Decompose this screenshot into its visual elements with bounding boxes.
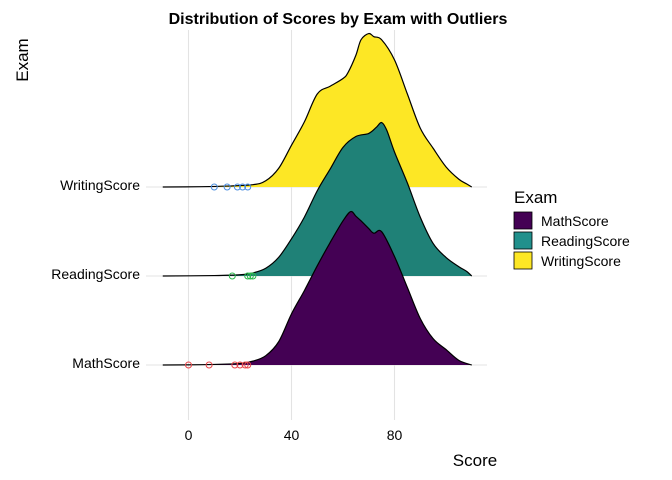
outlier-point (228, 272, 236, 280)
ridge-outline (162, 210, 472, 366)
y-tick-label: WritingScore (60, 177, 140, 193)
outlier-point (246, 272, 254, 280)
outlier-point (239, 183, 247, 191)
legend: Exam MathScore ReadingScore WritingScore (513, 188, 630, 270)
ridge-readingscore (162, 121, 473, 280)
ridge-area (162, 122, 472, 276)
x-axis-ticks: 0 40 80 (185, 427, 403, 443)
ridges (162, 32, 473, 369)
x-tick-label: 0 (185, 427, 193, 443)
ridge-outline (162, 32, 473, 188)
outlier-point (241, 361, 249, 369)
legend-swatch (513, 231, 533, 250)
outlier-point (210, 183, 218, 191)
legend-label: WritingScore (541, 253, 621, 269)
y-axis-title: Exam (13, 38, 32, 81)
outlier-point (233, 183, 241, 191)
ridge-area (162, 211, 472, 365)
ridge-mathscore (162, 210, 472, 369)
ridge-area (162, 33, 472, 187)
x-tick-label: 40 (284, 427, 300, 443)
ridge-writingscore (162, 32, 473, 191)
x-tick-label: 80 (387, 427, 403, 443)
legend-label: ReadingScore (541, 233, 630, 249)
outlier-point (249, 272, 257, 280)
y-tick-label: ReadingScore (51, 266, 140, 282)
legend-swatch (513, 251, 533, 270)
outlier-point (244, 361, 252, 369)
outlier-point (244, 183, 252, 191)
legend-title: Exam (514, 188, 557, 207)
outlier-point (244, 272, 252, 280)
y-axis-ticks: MathScore ReadingScore WritingScore (51, 177, 140, 371)
outlier-point (231, 361, 239, 369)
chart-title: Distribution of Scores by Exam with Outl… (169, 11, 508, 28)
legend-swatch (513, 211, 533, 230)
outlier-point (223, 183, 231, 191)
legend-label: MathScore (541, 213, 609, 229)
y-tick-label: MathScore (72, 355, 140, 371)
outlier-point (205, 361, 213, 369)
outlier-point (236, 361, 244, 369)
x-axis-title: Score (453, 451, 497, 470)
ridge-outline (162, 121, 473, 277)
outlier-point (185, 361, 192, 369)
